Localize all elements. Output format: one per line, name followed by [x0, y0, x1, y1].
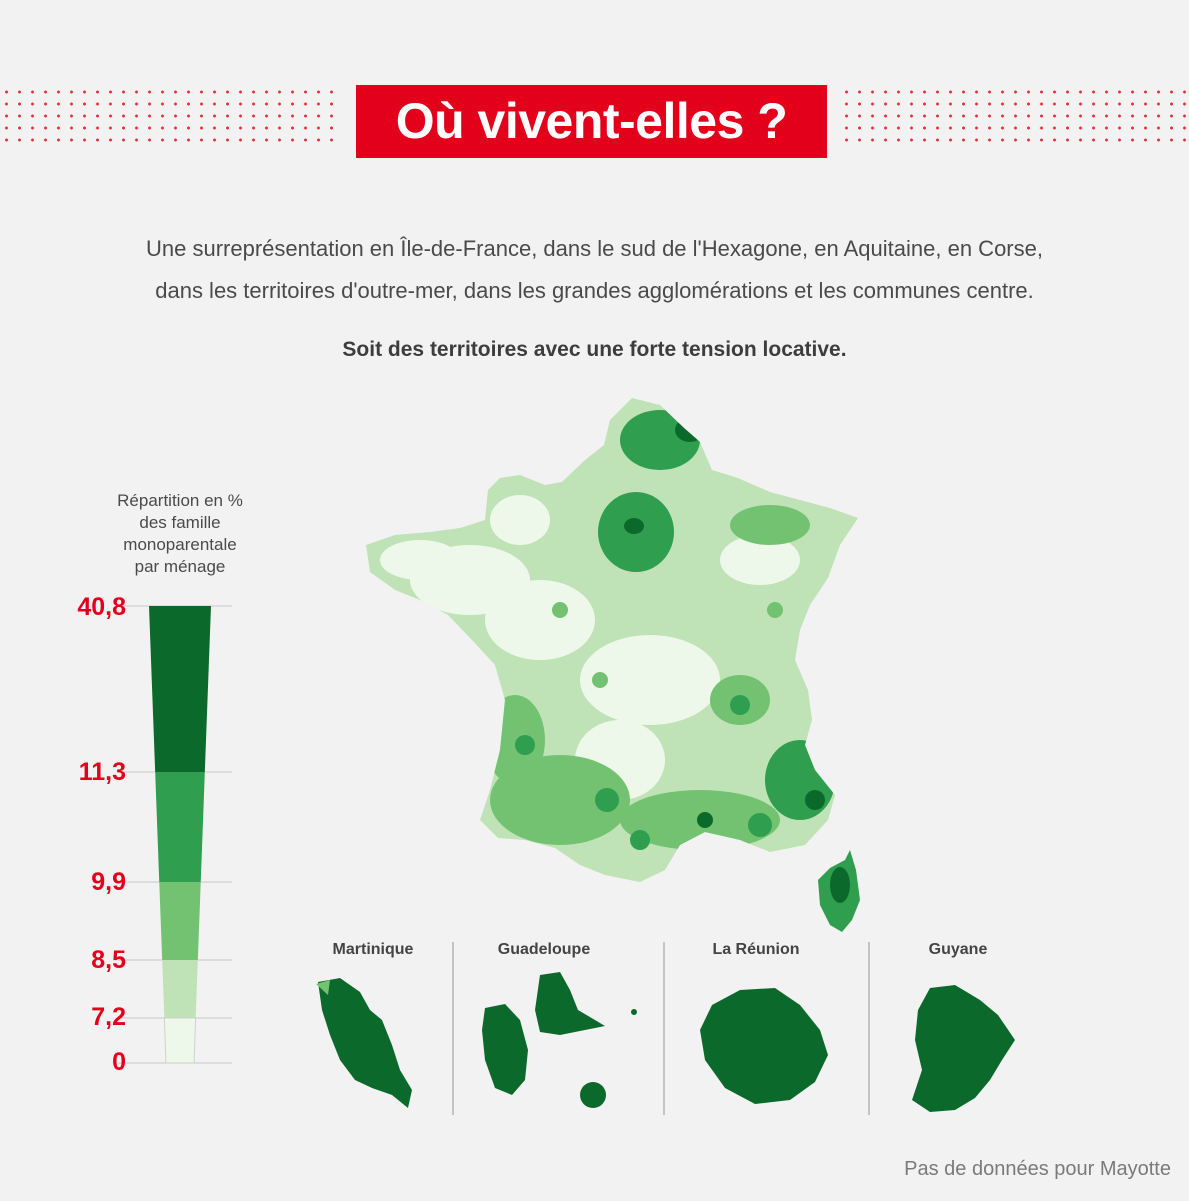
legend-scale — [118, 605, 232, 1064]
legend-tick-label: 9,9 — [91, 868, 126, 896]
map-region-patch — [485, 695, 545, 785]
map-guyane — [912, 985, 1015, 1112]
map-city-hotspot — [630, 830, 650, 850]
overseas-label-reunion: La Réunion — [712, 941, 800, 958]
map-city-hotspot — [767, 602, 783, 618]
map-guadeloupe-marie-galante — [580, 1082, 606, 1108]
map-reunion — [700, 988, 828, 1104]
legend-title-line: des famille — [139, 513, 221, 532]
decorative-dots-left — [0, 86, 342, 148]
map-region-patch — [490, 495, 550, 545]
intro-emphasis: Soit des territoires avec une forte tens… — [342, 338, 847, 361]
legend-tick-label: 7,2 — [91, 1003, 126, 1031]
map-density-patches — [380, 410, 835, 850]
legend-tick-label: 40,8 — [77, 593, 126, 621]
legend-class-band — [155, 772, 205, 882]
overseas-label-guadeloupe: Guadeloupe — [497, 941, 591, 958]
map-region-patch — [765, 740, 835, 820]
legend-tick-label: 11,3 — [78, 758, 126, 786]
map-city-hotspot — [805, 790, 825, 810]
map-city-hotspot — [730, 695, 750, 715]
map-guadeloupe-grande-terre — [535, 972, 605, 1035]
legend-title-line: monoparentale — [123, 535, 237, 554]
map-city-hotspot — [595, 788, 619, 812]
map-guadeloupe-island — [631, 1009, 637, 1015]
map-region-patch — [485, 580, 595, 660]
map-city-hotspot — [592, 672, 608, 688]
map-region-patch — [580, 635, 720, 725]
map-region-patch — [675, 418, 705, 442]
footnote: Pas de données pour Mayotte — [904, 1158, 1171, 1180]
map-city-hotspot — [697, 812, 713, 828]
map-martinique — [318, 978, 412, 1108]
legend-class-band — [159, 882, 201, 960]
map-region-patch — [730, 505, 810, 545]
legend-class-band — [163, 1017, 197, 1064]
legend-title-line: Répartition en % — [117, 491, 243, 510]
map-city-hotspot — [552, 602, 568, 618]
map-region-paris-core — [624, 518, 644, 534]
map-corsica-core — [830, 867, 850, 903]
intro-line-1: Une surreprésentation en Île-de-France, … — [146, 236, 1043, 261]
overseas-label-guyane: Guyane — [928, 941, 988, 958]
map-martinique-patch — [316, 980, 330, 995]
map-guadeloupe-basse-terre — [482, 1004, 528, 1095]
legend-title-line: par ménage — [134, 557, 226, 576]
legend-tick-label: 8,5 — [91, 946, 126, 974]
overseas-label-martinique: Martinique — [332, 941, 414, 958]
page-title: Où vivent-elles ? — [356, 85, 827, 158]
legend-title: Répartition en % des famille monoparenta… — [90, 490, 270, 578]
decorative-dots-right — [840, 86, 1189, 148]
map-region-patch — [380, 540, 460, 580]
intro-line-2: dans les territoires d'outre-mer, dans l… — [155, 278, 1034, 303]
map-region-patch — [720, 535, 800, 585]
map-city-hotspot — [748, 813, 772, 837]
legend-class-band — [149, 606, 211, 772]
intro-text: Une surreprésentation en Île-de-France, … — [40, 228, 1149, 312]
map-city-hotspot — [515, 735, 535, 755]
legend-class-band — [162, 960, 198, 1018]
legend-tick-label: 0 — [112, 1048, 126, 1076]
